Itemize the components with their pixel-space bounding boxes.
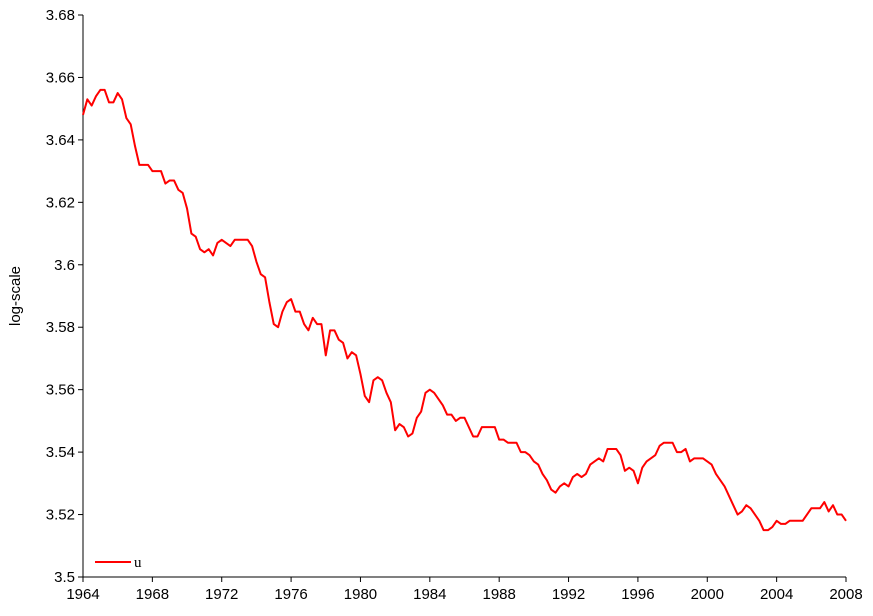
y-tick-label: 3.6 bbox=[54, 257, 75, 274]
x-tick-label: 1996 bbox=[621, 586, 654, 603]
y-tick-label: 3.52 bbox=[46, 507, 75, 524]
x-tick-label: 1988 bbox=[482, 586, 515, 603]
y-tick-label: 3.64 bbox=[46, 132, 75, 149]
x-tick-label: 2004 bbox=[760, 586, 793, 603]
y-axis-label: log-scale bbox=[7, 266, 24, 326]
x-tick-label: 1964 bbox=[66, 586, 99, 603]
x-tick-label: 1968 bbox=[136, 586, 169, 603]
y-tick-label: 3.62 bbox=[46, 194, 75, 211]
y-tick-label: 3.58 bbox=[46, 319, 75, 336]
y-tick-label: 3.68 bbox=[46, 7, 75, 24]
y-tick-label: 3.54 bbox=[46, 444, 75, 461]
legend-label: u bbox=[134, 555, 142, 571]
x-tick-label: 1972 bbox=[205, 586, 238, 603]
y-tick-label: 3.66 bbox=[46, 69, 75, 86]
x-tick-label: 2000 bbox=[691, 586, 724, 603]
y-tick-label: 3.5 bbox=[54, 569, 75, 586]
x-tick-label: 1992 bbox=[552, 586, 585, 603]
x-tick-label: 1976 bbox=[274, 586, 307, 603]
x-tick-label: 1980 bbox=[344, 586, 377, 603]
x-tick-label: 2008 bbox=[829, 586, 862, 603]
y-tick-label: 3.56 bbox=[46, 382, 75, 399]
x-tick-label: 1984 bbox=[413, 586, 446, 603]
line-series bbox=[82, 88, 847, 532]
